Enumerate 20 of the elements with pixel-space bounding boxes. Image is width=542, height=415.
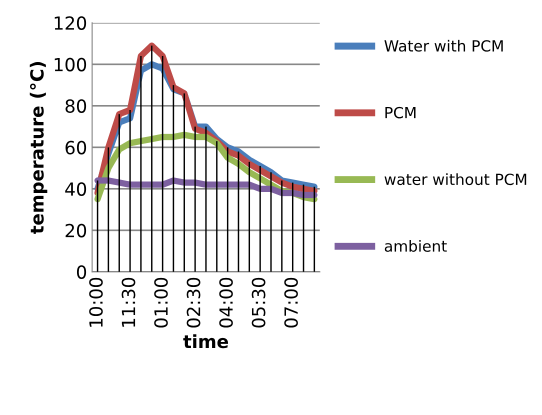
y-tick-label: 80 [66,99,86,113]
x-tick-label: 07:00 [284,278,298,328]
legend-label: water without PCM [384,173,526,186]
x-tick-label: 01:00 [154,278,168,328]
y-axis-title: temperature (°C) [30,62,48,234]
legend-label: PCM [385,106,416,118]
x-tick-label: 04:00 [219,278,233,328]
y-tick-label: 40 [65,182,86,196]
x-axis-title: time [183,334,228,348]
y-tick-label: 120 [54,16,86,30]
y-tick-label: 0 [76,265,86,279]
y-tick-label: 20 [66,224,86,238]
y-tick-label: 60 [66,140,86,154]
legend-label: Water with PCM [384,40,503,52]
x-tick-label: 02:30 [186,278,200,328]
legend-label: ambient [384,240,447,252]
x-tick-label: 10:00 [89,278,103,327]
x-tick-label: 05:30 [252,278,266,328]
x-tick-label: 11:30 [122,278,136,327]
y-tick-label: 100 [54,58,86,72]
